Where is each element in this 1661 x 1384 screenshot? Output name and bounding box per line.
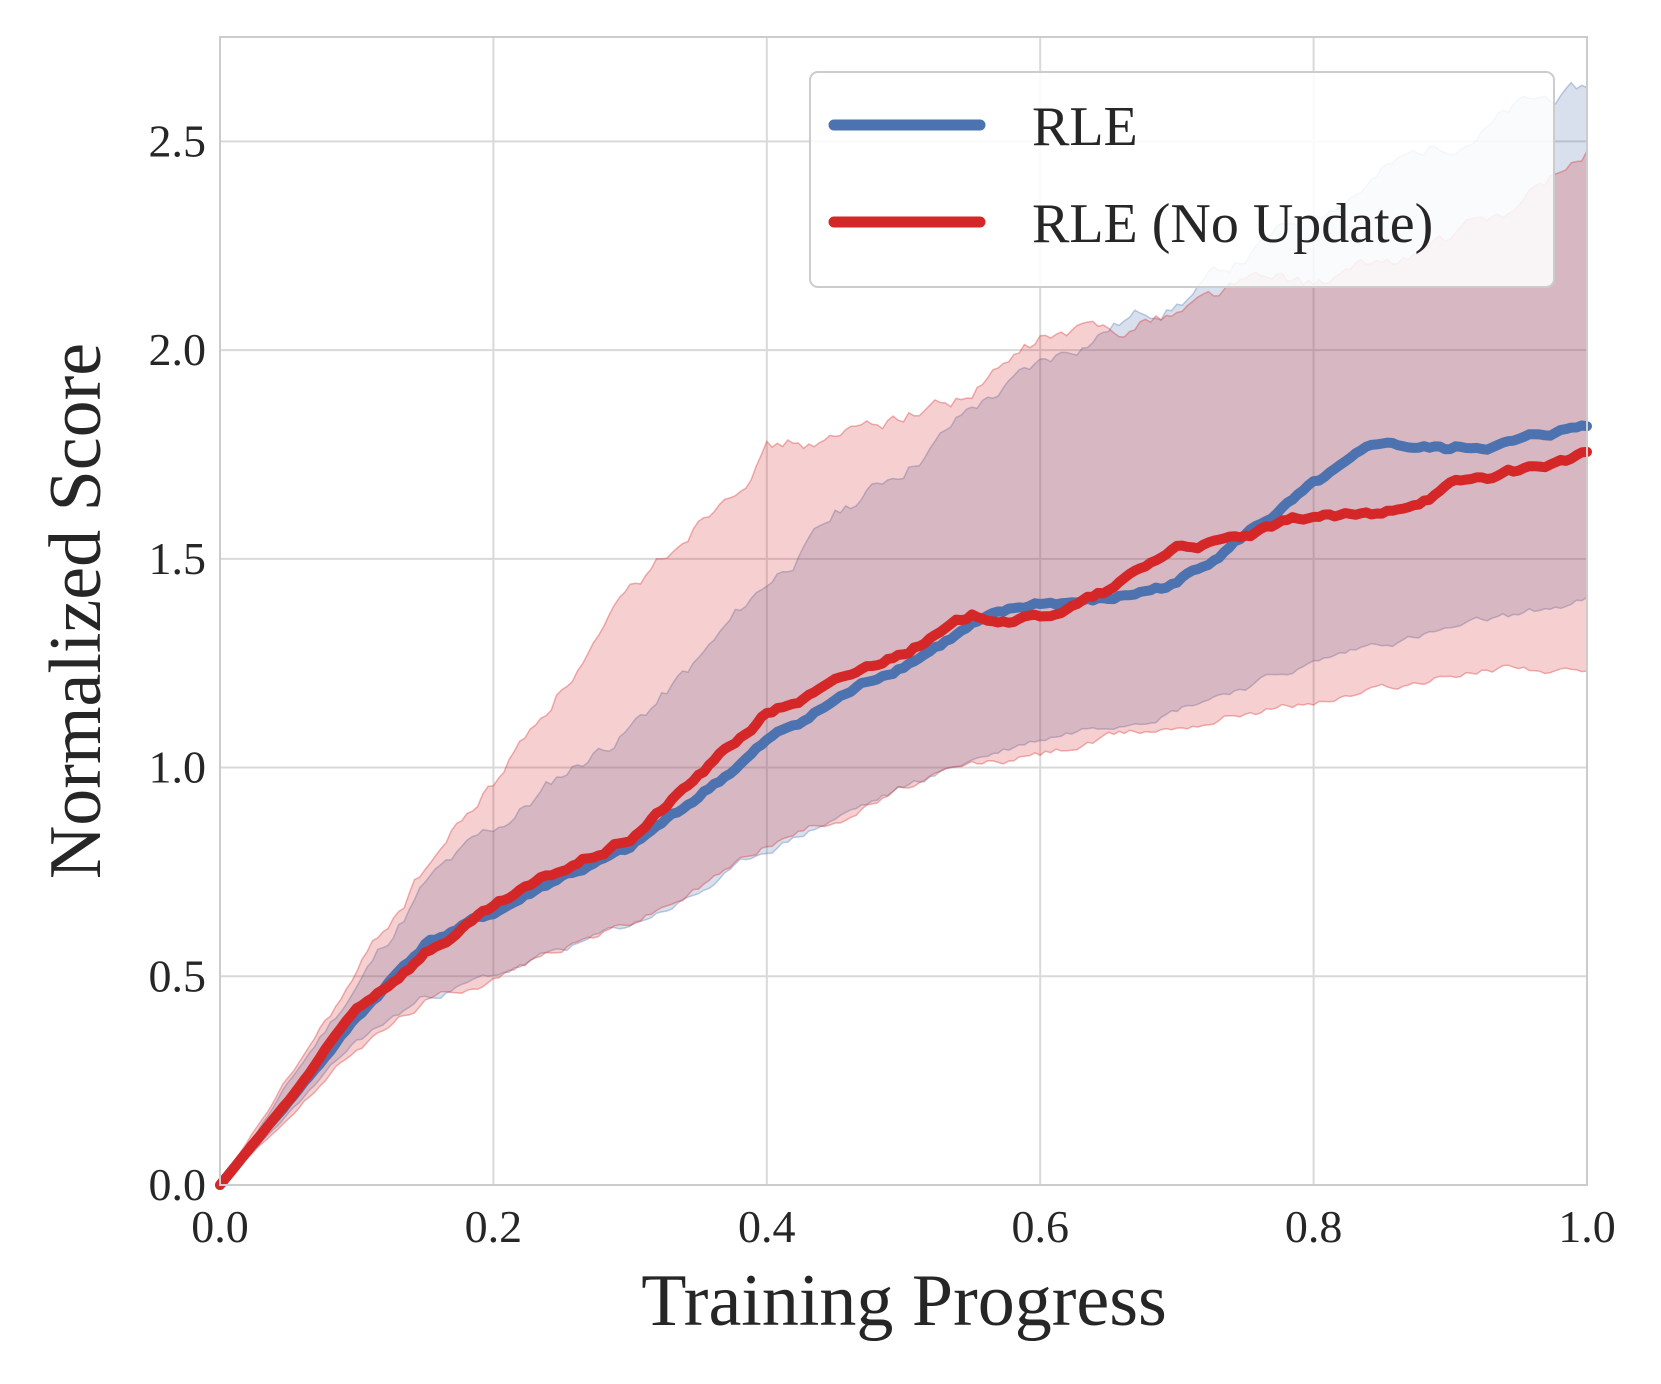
y-tick-label: 1.5	[149, 533, 207, 584]
x-axis-title: Training Progress	[641, 1260, 1167, 1342]
x-tick-label: 0.6	[1011, 1201, 1069, 1252]
legend-label-rle: RLE	[1032, 96, 1138, 158]
y-tick-label: 0.5	[149, 950, 207, 1001]
x-tick-label: 0.0	[191, 1201, 249, 1252]
legend: RLE RLE (No Update)	[809, 71, 1555, 288]
series-lines	[215, 420, 1592, 1190]
x-ticks: 0.0 0.2 0.4 0.6 0.8 1.0	[191, 1201, 1616, 1252]
y-tick-label: 2.0	[149, 324, 207, 375]
legend-label-rle-no-update: RLE (No Update)	[1032, 193, 1433, 255]
y-tick-label: 2.5	[149, 115, 207, 166]
y-tick-label: 0.0	[149, 1159, 207, 1210]
line-rle-no-update	[215, 446, 1592, 1190]
x-tick-label: 0.8	[1285, 1201, 1343, 1252]
y-axis-title: Normalized Score	[35, 343, 117, 879]
plot-area-frame	[219, 36, 1588, 1186]
x-tick-label: 0.4	[738, 1201, 796, 1252]
legend-box	[809, 71, 1555, 288]
x-tick-label: 0.2	[465, 1201, 523, 1252]
line-rle	[215, 420, 1592, 1190]
y-ticks: 0.0 0.5 1.0 1.5 2.0 2.5	[149, 115, 207, 1210]
x-tick-label: 1.0	[1558, 1201, 1616, 1252]
y-tick-label: 1.0	[149, 742, 207, 793]
